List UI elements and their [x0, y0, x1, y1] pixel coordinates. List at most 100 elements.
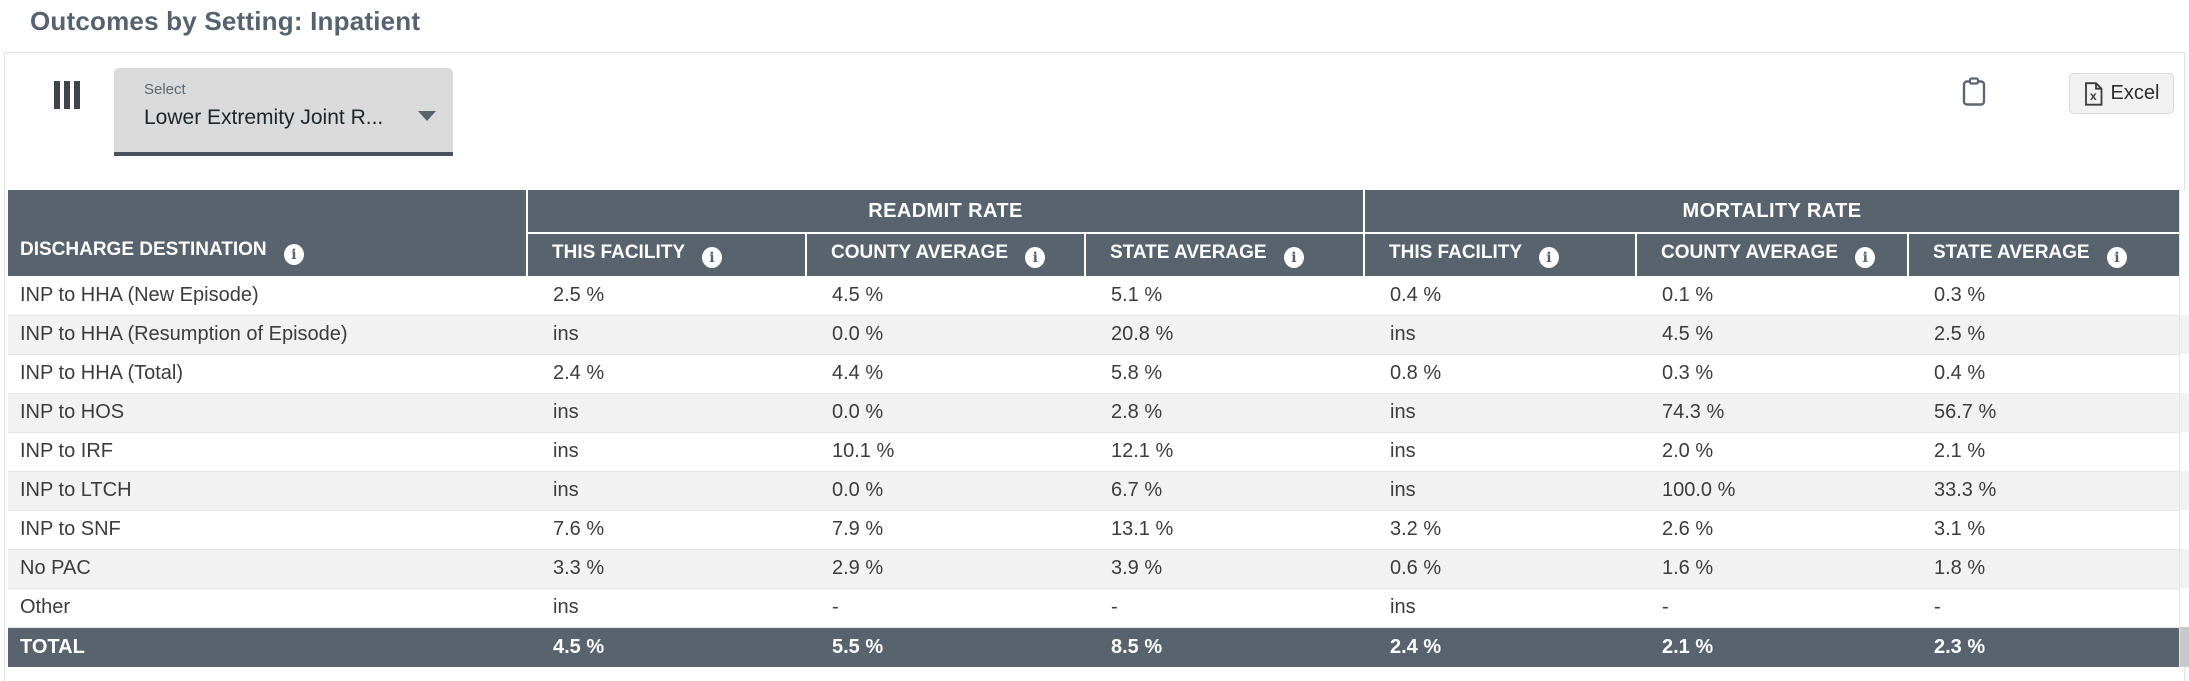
total-value: 2.3 % — [1908, 627, 2180, 667]
group-header-mortality-rate: MORTALITY RATE — [1362, 190, 2180, 234]
total-value: 2.1 % — [1636, 627, 1908, 667]
outcomes-card: Select Lower Extremity Joint R... x Exce… — [4, 52, 2189, 681]
metric-select[interactable]: Select Lower Extremity Joint R... — [114, 68, 453, 156]
info-icon[interactable]: i — [283, 244, 304, 265]
cell-value: 0.0 % — [806, 471, 1085, 511]
cell-value: 1.6 % — [1636, 549, 1908, 589]
table-row: INP to LTCH ins 0.0 % 6.7 % ins 100.0 % … — [8, 471, 2180, 511]
table-row: INP to HHA (Total) 2.4 % 4.4 % 5.8 % 0.8… — [8, 354, 2180, 394]
table-row: INP to HHA (New Episode) 2.5 % 4.5 % 5.1… — [8, 276, 2180, 316]
total-value: 8.5 % — [1085, 627, 1364, 667]
cell-value: 20.8 % — [1085, 315, 1364, 355]
info-icon[interactable]: i — [1283, 247, 1304, 269]
cell-value: ins — [527, 432, 806, 472]
total-value: 2.4 % — [1364, 627, 1636, 667]
next-column-edge — [2179, 190, 2189, 667]
page-title: Outcomes by Setting: Inpatient — [30, 6, 421, 36]
row-label: INP to HHA (Resumption of Episode) — [8, 315, 527, 355]
row-label: INP to HOS — [8, 393, 527, 433]
row-label: INP to IRF — [8, 432, 527, 472]
excel-export-button[interactable]: x Excel — [2069, 73, 2174, 114]
table-row: INP to HOS ins 0.0 % 2.8 % ins 74.3 % 56… — [8, 393, 2180, 433]
cell-value: - — [1085, 588, 1364, 628]
cell-value: - — [1908, 588, 2180, 628]
cell-value: 2.9 % — [806, 549, 1085, 589]
row-label: INP to LTCH — [8, 471, 527, 511]
cell-value: 0.3 % — [1636, 354, 1908, 394]
caret-down-icon — [418, 111, 436, 121]
info-icon[interactable]: i — [2106, 247, 2127, 269]
cell-value: 0.6 % — [1364, 549, 1636, 589]
cell-value: 56.7 % — [1908, 393, 2180, 433]
cell-value: 12.1 % — [1085, 432, 1364, 472]
cell-value: - — [806, 588, 1085, 628]
total-label: TOTAL — [8, 627, 527, 667]
cell-value: 13.1 % — [1085, 510, 1364, 550]
cell-value: 2.8 % — [1085, 393, 1364, 433]
cell-value: 0.1 % — [1636, 276, 1908, 316]
table-row: Other ins - - ins - - — [8, 588, 2180, 628]
group-header-row: DISCHARGE DESTINATION i READMIT RATE MOR… — [8, 190, 2180, 276]
row-label: Other — [8, 588, 527, 628]
cell-value: 0.8 % — [1364, 354, 1636, 394]
column-header-readmit-state-average: STATE AVERAGE i — [1084, 233, 1364, 276]
cell-value: 74.3 % — [1636, 393, 1908, 433]
clipboard-icon — [1961, 77, 1987, 107]
column-header-mortality-state-average: STATE AVERAGE i — [1906, 233, 2180, 276]
info-icon[interactable]: i — [1025, 247, 1046, 269]
total-value: 4.5 % — [527, 627, 806, 667]
cell-value: 0.4 % — [1364, 276, 1636, 316]
column-header-mortality-this-facility: THIS FACILITY i — [1363, 233, 1636, 276]
cell-value: 3.9 % — [1085, 549, 1364, 589]
cell-value: 0.4 % — [1908, 354, 2180, 394]
info-icon[interactable]: i — [701, 247, 722, 269]
info-icon[interactable]: i — [1855, 247, 1876, 269]
svg-text:x: x — [2090, 89, 2097, 103]
cell-value: 2.6 % — [1636, 510, 1908, 550]
row-label: INP to HHA (New Episode) — [8, 276, 527, 316]
excel-file-icon: x — [2084, 81, 2103, 106]
table-row: INP to HHA (Resumption of Episode) ins 0… — [8, 315, 2180, 355]
cell-value: 5.1 % — [1085, 276, 1364, 316]
column-header-discharge-destination: DISCHARGE DESTINATION i — [8, 190, 527, 276]
cell-value: 2.1 % — [1908, 432, 2180, 472]
cell-value: ins — [527, 393, 806, 433]
info-icon[interactable]: i — [1538, 247, 1559, 269]
excel-button-label: Excel — [2110, 82, 2160, 104]
cell-value: 2.5 % — [1908, 315, 2180, 355]
row-label: INP to HHA (Total) — [8, 354, 527, 394]
cell-value: 2.5 % — [527, 276, 806, 316]
cell-value: 0.0 % — [806, 315, 1085, 355]
cell-value: 0.3 % — [1908, 276, 2180, 316]
copy-to-clipboard-button[interactable] — [1961, 77, 1987, 107]
column-header-readmit-county-average: COUNTY AVERAGE i — [805, 233, 1085, 276]
cell-value: ins — [1364, 393, 1636, 433]
sub-header-row: THIS FACILITY i COUNTY AVERAGE i STATE A… — [8, 233, 2180, 276]
table-row: No PAC 3.3 % 2.9 % 3.9 % 0.6 % 1.6 % 1.8… — [8, 549, 2180, 589]
outcomes-table: DISCHARGE DESTINATION i READMIT RATE MOR… — [8, 190, 2180, 667]
column-header-readmit-this-facility: THIS FACILITY i — [526, 233, 806, 276]
drag-handle-icon[interactable] — [54, 81, 80, 109]
table-row: INP to SNF 7.6 % 7.9 % 13.1 % 3.2 % 2.6 … — [8, 510, 2180, 550]
cell-value: 4.4 % — [806, 354, 1085, 394]
cell-value: 2.4 % — [527, 354, 806, 394]
cell-value: 3.3 % — [527, 549, 806, 589]
cell-value: 1.8 % — [1908, 549, 2180, 589]
cell-value: 10.1 % — [806, 432, 1085, 472]
cell-value: 100.0 % — [1636, 471, 1908, 511]
total-value: 5.5 % — [806, 627, 1085, 667]
cell-value: ins — [1364, 471, 1636, 511]
cell-value: 6.7 % — [1085, 471, 1364, 511]
cell-value: - — [1636, 588, 1908, 628]
cell-value: 4.5 % — [1636, 315, 1908, 355]
cell-value: 4.5 % — [806, 276, 1085, 316]
cell-value: ins — [1364, 432, 1636, 472]
cell-value: 2.0 % — [1636, 432, 1908, 472]
table-total-row: TOTAL 4.5 % 5.5 % 8.5 % 2.4 % 2.1 % 2.3 … — [8, 627, 2180, 667]
row-label: No PAC — [8, 549, 527, 589]
cell-value: 5.8 % — [1085, 354, 1364, 394]
table-row: INP to IRF ins 10.1 % 12.1 % ins 2.0 % 2… — [8, 432, 2180, 472]
select-label: Select — [144, 81, 186, 98]
group-header-readmit-rate: READMIT RATE — [526, 190, 1364, 234]
cell-value: ins — [527, 471, 806, 511]
